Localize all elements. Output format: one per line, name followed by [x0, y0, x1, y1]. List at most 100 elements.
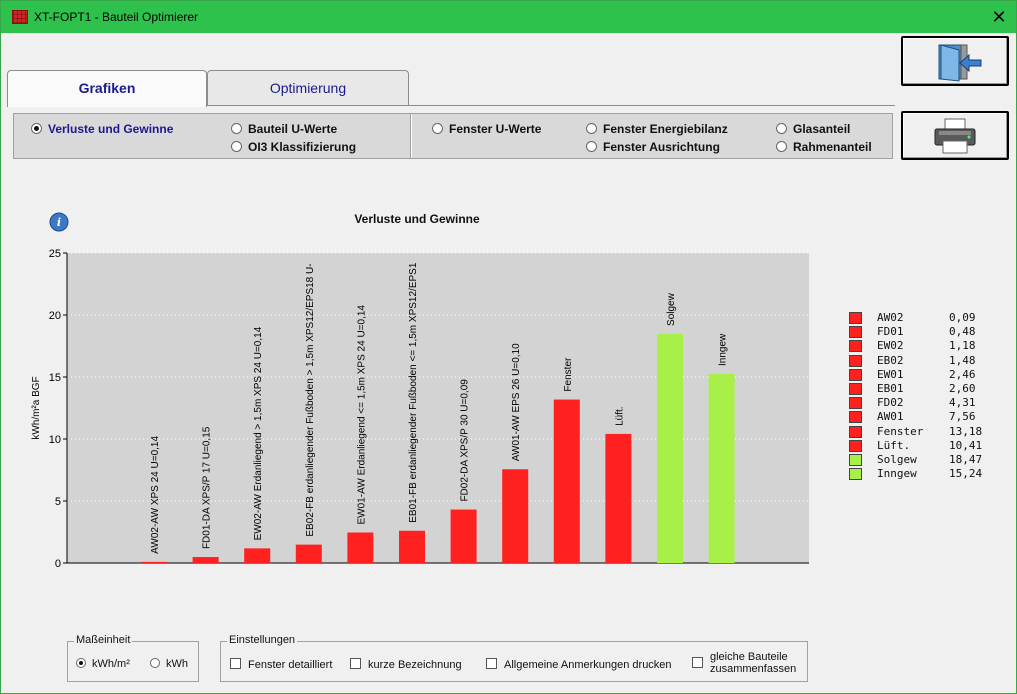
chart-type-options: Verluste und Gewinne Bauteil U-Werte OI3… — [13, 113, 893, 159]
legend-value: 13,18 — [949, 424, 983, 438]
legend-swatch — [849, 397, 862, 410]
check-label: Allgemeine Anmerkungen drucken — [504, 659, 672, 671]
tab-optimierung[interactable]: Optimierung — [207, 70, 409, 105]
legend-value: 2,46 — [949, 367, 976, 381]
check-label: kurze Bezeichnung — [368, 659, 462, 671]
legend-value: 1,48 — [949, 353, 976, 367]
exit-door-icon — [938, 44, 982, 82]
checkbox — [692, 657, 703, 668]
legend-name: EW01 — [877, 367, 904, 381]
radio-label: Verluste und Gewinne — [48, 122, 174, 136]
legend-swatch — [849, 354, 862, 367]
legend-name: AW02 — [877, 311, 904, 324]
legend-swatch — [849, 425, 862, 438]
radio-dot — [76, 658, 86, 668]
legend-value: 1,18 — [949, 339, 976, 353]
title-bar[interactable]: XT-FOPT1 - Bauteil Optimierer ✕ — [1, 1, 1016, 33]
radio-label: Fenster Ausrichtung — [603, 140, 720, 154]
einstellungen-group: Einstellungen Fenster detailliert kurze … — [220, 634, 808, 682]
legend-entry: AW01 7,56 — [849, 410, 989, 424]
legend-name: EW02 — [877, 339, 904, 353]
legend-entry: Solgew 18,47 — [849, 453, 989, 467]
window-title: XT-FOPT1 - Bauteil Optimierer — [34, 10, 199, 24]
check-gleiche-bauteile[interactable]: gleiche Bauteile zusammenfassen — [692, 651, 796, 675]
legend-name: Lüft. — [877, 438, 911, 452]
radio-verluste-und-gewinne[interactable]: Verluste und Gewinne — [31, 122, 173, 136]
check-allgemeine-anmerkungen[interactable]: Allgemeine Anmerkungen drucken — [486, 658, 672, 671]
radio-dot — [776, 123, 787, 134]
legend-swatch — [849, 383, 862, 395]
radio-label: Glasanteil — [793, 122, 851, 136]
legend-swatch — [849, 312, 862, 324]
radio-fenster-u-werte[interactable]: Fenster U-Werte — [432, 122, 541, 136]
radio-label: Bauteil U-Werte — [248, 122, 338, 136]
radio-dot — [432, 123, 443, 134]
legend-swatch — [849, 439, 862, 452]
radio-kwh[interactable]: kWh — [150, 658, 188, 670]
radio-kwh-m2[interactable]: kWh/m² — [76, 658, 130, 670]
radio-label: kWh — [166, 658, 188, 670]
legend-swatch — [849, 454, 862, 466]
radio-fenster-energiebilanz[interactable]: Fenster Energiebilanz — [586, 122, 728, 136]
legend-name: EB01 — [877, 382, 904, 395]
legend-name: FD01 — [877, 325, 904, 339]
checkbox — [230, 658, 241, 669]
legend-name: Solgew — [877, 453, 917, 466]
checkbox — [350, 658, 361, 669]
radio-dot — [776, 141, 787, 152]
legend-value: 10,41 — [949, 438, 983, 452]
radio-fenster-ausrichtung[interactable]: Fenster Ausrichtung — [586, 140, 720, 154]
legend-value: 0,09 — [949, 311, 976, 324]
legend-name: EB02 — [877, 353, 904, 367]
radio-label: Fenster Energiebilanz — [603, 122, 728, 136]
radio-dot — [231, 141, 242, 152]
einstellungen-title: Einstellungen — [227, 634, 298, 646]
legend-value: 7,56 — [949, 410, 976, 424]
legend-entry: FD02 4,31 — [849, 396, 989, 410]
radio-label: Rahmenanteil — [793, 140, 872, 154]
check-label: Fenster detailliert — [248, 659, 333, 671]
radio-glasanteil[interactable]: Glasanteil — [776, 122, 850, 136]
print-button[interactable] — [901, 111, 1009, 160]
radio-dot — [586, 141, 597, 152]
radio-bauteil-u-werte[interactable]: Bauteil U-Werte — [231, 122, 337, 136]
grafiken-panel — [10, 105, 895, 693]
legend-swatch — [849, 326, 862, 339]
legend-name: FD02 — [877, 396, 904, 410]
legend-entry: Inngew 15,24 — [849, 467, 989, 481]
radio-dot — [31, 123, 42, 134]
check-label-line2: zusammenfassen — [710, 663, 797, 675]
masseinheit-title: Maßeinheit — [74, 634, 133, 646]
legend-value: 18,47 — [949, 453, 983, 466]
legend-entry: EW02 1,18 — [849, 339, 989, 353]
tab-grafiken[interactable]: Grafiken — [7, 70, 207, 107]
check-fenster-detailliert[interactable]: Fenster detailliert — [230, 658, 332, 671]
legend-entry: FD01 0,48 — [849, 325, 989, 339]
legend-entry: EW01 2,46 — [849, 368, 989, 382]
legend-entry: Lüft. 10,41 — [849, 439, 989, 453]
legend-value: 4,31 — [949, 396, 976, 410]
checkbox — [486, 658, 497, 669]
radio-label: kWh/m² — [92, 658, 130, 670]
radio-rahmenanteil[interactable]: Rahmenanteil — [776, 140, 872, 154]
radio-label: Fenster U-Werte — [449, 122, 542, 136]
legend-value: 0,48 — [949, 325, 976, 339]
legend-name: AW01 — [877, 410, 904, 424]
options-divider — [410, 114, 412, 158]
legend-name: Fenster — [877, 424, 924, 438]
legend-swatch — [849, 468, 862, 481]
radio-dot — [586, 123, 597, 134]
check-label: gleiche Bauteile — [710, 651, 788, 663]
brick-wall-icon — [12, 10, 28, 24]
close-button[interactable]: ✕ — [991, 7, 1007, 27]
check-kurze-bezeichnung[interactable]: kurze Bezeichnung — [350, 658, 462, 671]
legend-value: 2,60 — [949, 382, 976, 395]
legend-entry: EB01 2,60 — [849, 382, 989, 396]
printer-icon — [934, 118, 976, 154]
radio-oi3-klassifizierung[interactable]: OI3 Klassifizierung — [231, 140, 356, 154]
legend-entry: AW02 0,09 — [849, 311, 989, 325]
legend-entry: EB02 1,48 — [849, 354, 989, 368]
legend-swatch — [849, 340, 862, 353]
exit-button[interactable] — [901, 36, 1009, 86]
